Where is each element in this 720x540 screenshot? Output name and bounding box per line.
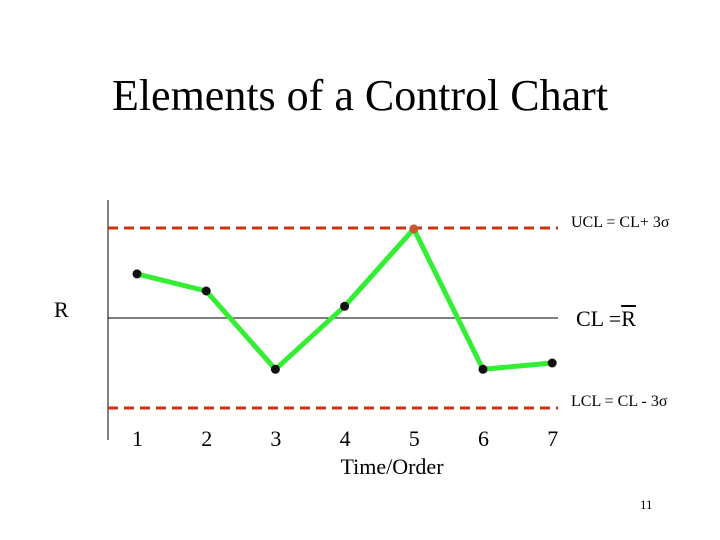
ucl-label: UCL = CL+ 3σ bbox=[571, 214, 670, 231]
cl-label: CL = bbox=[576, 306, 621, 331]
data-point bbox=[478, 364, 488, 374]
data-point bbox=[409, 224, 419, 234]
x-tick-label: 6 bbox=[478, 426, 489, 451]
cl-label-r-bar: R bbox=[621, 306, 636, 331]
x-tick-label: 5 bbox=[409, 426, 420, 451]
data-point bbox=[132, 269, 142, 279]
data-points bbox=[132, 224, 557, 374]
y-axis-label: R bbox=[54, 297, 69, 322]
data-point bbox=[340, 301, 350, 311]
data-point bbox=[547, 358, 557, 368]
x-tick-label: 3 bbox=[270, 426, 281, 451]
x-tick-label: 4 bbox=[340, 426, 351, 451]
data-point bbox=[201, 286, 211, 296]
x-tick-label: 2 bbox=[201, 426, 212, 451]
lcl-label: LCL = CL - 3σ bbox=[571, 393, 668, 410]
series-line bbox=[136, 226, 553, 372]
x-tick-label: 1 bbox=[132, 426, 143, 451]
page-title: Elements of a Control Chart bbox=[111, 71, 609, 120]
x-tick-labels: 1 2 3 4 5 6 7 bbox=[132, 426, 558, 451]
x-axis-label: Time/Order bbox=[340, 454, 444, 479]
data-point bbox=[270, 364, 280, 374]
page-number: 11 bbox=[640, 497, 653, 512]
x-tick-label: 7 bbox=[547, 426, 558, 451]
